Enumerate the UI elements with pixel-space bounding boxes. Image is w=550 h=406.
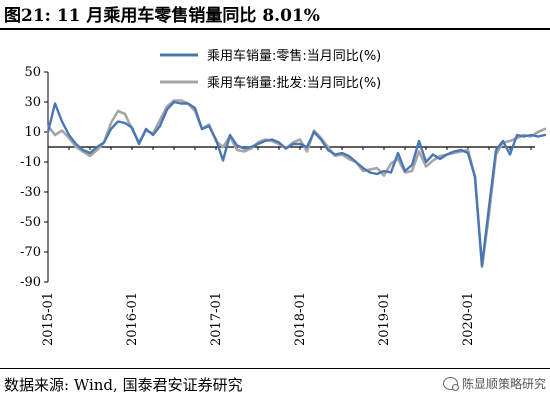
retail-series-line xyxy=(46,100,547,267)
y-tick-label: -10 xyxy=(20,155,41,170)
watermark: 陈显顺策略研究 xyxy=(442,375,546,392)
y-tick-label: -50 xyxy=(20,215,41,230)
y-tick-label: 30 xyxy=(24,95,41,110)
x-tick-label: 2017-01 xyxy=(209,292,224,346)
y-tick-label: -90 xyxy=(20,275,41,290)
chart-title: 图21: 11 月乘用车零售销量同比 8.01% xyxy=(4,6,320,26)
y-tick-label: 10 xyxy=(24,125,41,140)
legend-retail-label: 乘用车销量:零售:当月同比(%) xyxy=(207,48,381,64)
y-axis: 50 30 10 -10 -30 -50 -70 -90 xyxy=(20,65,49,290)
series-layer xyxy=(46,99,547,269)
x-axis: 2015-01 2016-01 2017-01 2018-01 2019-01 2020-… xyxy=(41,146,535,346)
title-rule xyxy=(0,28,550,30)
y-tick-label: -70 xyxy=(20,245,41,260)
x-tick-label: 2018-01 xyxy=(293,292,308,346)
x-tick-label: 2016-01 xyxy=(125,292,140,346)
x-tick-label: 2019-01 xyxy=(377,292,392,346)
y-tick-label: -30 xyxy=(20,185,41,200)
watermark-text: 陈显顺策略研究 xyxy=(461,377,546,391)
y-tick-label: 50 xyxy=(24,65,41,80)
wechat-icon xyxy=(442,377,459,391)
data-source: 数据来源: Wind, 国泰君安证券研究 xyxy=(4,376,243,394)
legend-wholesale-label: 乘用车销量:批发:当月同比(%) xyxy=(207,75,381,91)
x-tick-label: 2020-01 xyxy=(461,292,476,346)
x-tick-label: 2015-01 xyxy=(41,292,56,346)
legend: 乘用车销量:零售:当月同比(%) 乘用车销量:批发:当月同比(%) xyxy=(160,48,381,91)
footer-rule xyxy=(0,368,550,369)
wholesale-series-line xyxy=(46,99,547,269)
